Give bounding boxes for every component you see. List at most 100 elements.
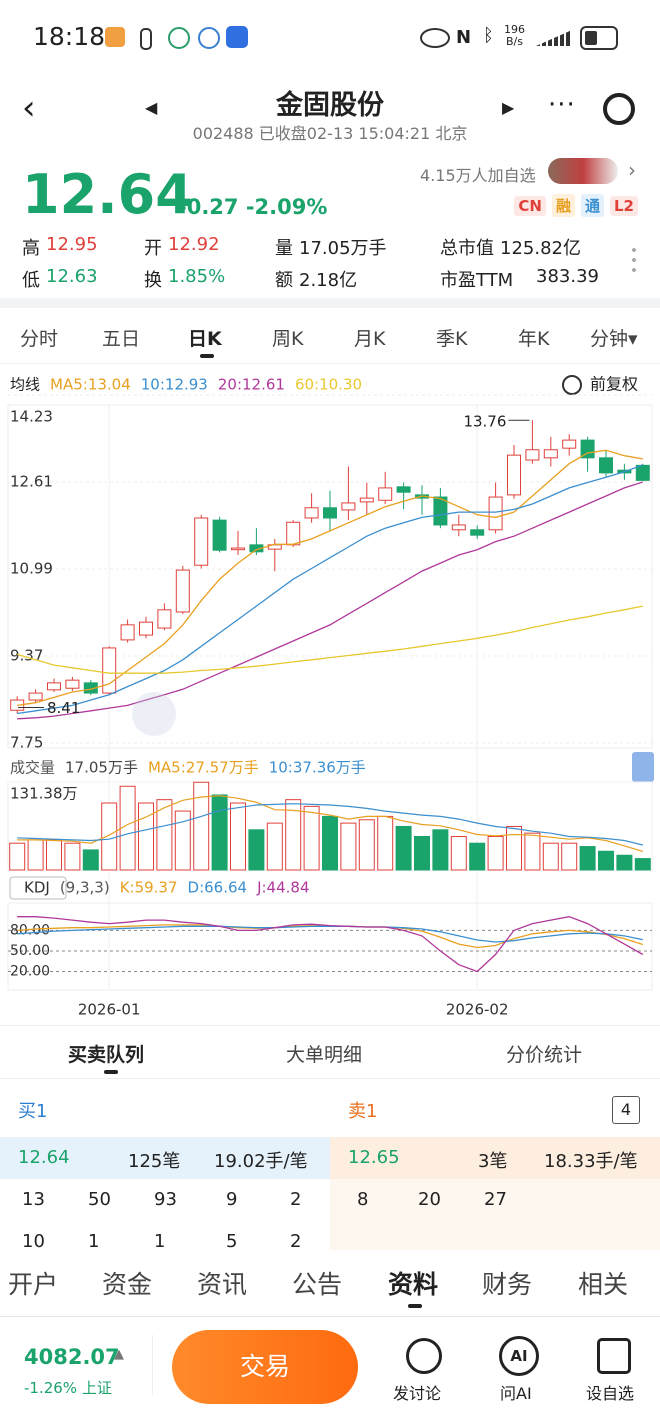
status-icon (140, 28, 152, 50)
badge: 融 (551, 194, 575, 217)
kline-tab[interactable]: 月K (354, 328, 386, 350)
kline-tab[interactable]: 年K (518, 328, 550, 350)
bottom-tab[interactable]: 公告 (292, 1270, 343, 1299)
order-tab[interactable]: 大单明细 (286, 1044, 363, 1066)
stats-more[interactable] (632, 245, 636, 275)
speed-value: 196 (504, 23, 525, 36)
index-name: 上证 (81, 1379, 112, 1397)
watch-icon[interactable] (597, 1338, 631, 1374)
tab-indicator (200, 354, 214, 358)
bottom-tab-bar (0, 1250, 660, 1315)
avatars (548, 158, 618, 184)
footer-action[interactable]: 设自选 (586, 1384, 635, 1403)
kline-tab[interactable]: 分时 (20, 328, 59, 350)
kline-tab[interactable]: 日K (188, 328, 222, 350)
legend-item: 10:12.93 (141, 376, 208, 394)
trade-button[interactable]: 交易 (172, 1330, 358, 1404)
ai-icon[interactable]: AI (499, 1336, 539, 1376)
stat-value: 12.92 (168, 234, 220, 255)
buy-volume: 50 (88, 1189, 111, 1210)
kline-tab[interactable]: 分钟▾ (590, 328, 638, 350)
y-tick-label: 80.00 (10, 922, 50, 938)
followers-arrow[interactable]: › (628, 158, 636, 182)
back-button[interactable]: ‹ (22, 88, 36, 128)
divider (0, 1025, 660, 1026)
candle-body (451, 524, 466, 531)
volume-bar (598, 850, 614, 871)
level-button[interactable]: 4 (612, 1096, 640, 1124)
max-annotation: 13.76 (463, 413, 506, 431)
volume-bar (579, 846, 596, 871)
buy-avg: 19.02手/笔 (214, 1151, 308, 1172)
volume-bar (450, 836, 467, 871)
buy-panel (0, 1137, 330, 1252)
legend-item: K:59.37 (120, 879, 178, 897)
buy-volume: 1 (154, 1231, 166, 1252)
subtitle: 002488 已收盘02-13 15:04:21 北京 (192, 124, 468, 143)
candle-body (28, 692, 43, 701)
sell-volume: 27 (484, 1189, 507, 1210)
next-stock[interactable]: ▶ (502, 98, 515, 117)
stat-label: 换 (144, 270, 162, 291)
volume-bar (414, 836, 430, 871)
y-tick-label: 9.37 (10, 647, 43, 665)
ma-line (17, 464, 644, 715)
legend-item: 10:37.36万手 (269, 759, 366, 777)
legend-item: J:44.84 (256, 879, 309, 897)
bottom-tab[interactable]: 资金 (102, 1270, 153, 1299)
y-tick-label: 14.23 (10, 408, 53, 426)
candle-body (157, 609, 172, 629)
candle-body (47, 682, 61, 691)
volume-bar (101, 802, 118, 871)
volume-bar (27, 839, 44, 871)
bottom-tab[interactable]: 资料 (388, 1270, 439, 1299)
candle-body (194, 517, 209, 566)
sell-volume: 20 (418, 1189, 441, 1210)
expand-button (632, 752, 654, 782)
candle-body (635, 464, 650, 481)
candle-body (525, 449, 540, 461)
more-button[interactable]: ··· (548, 90, 576, 120)
legend-item: 均线 (10, 376, 40, 394)
candle-body (470, 529, 485, 536)
y-tick-label: 10.99 (10, 560, 53, 578)
footer-action[interactable]: 发讨论 (393, 1384, 442, 1403)
status-icon (105, 27, 125, 47)
order-tab[interactable]: 买卖队列 (68, 1044, 145, 1066)
kdj-line (17, 916, 644, 973)
volume-bar (469, 842, 486, 871)
y-tick-label: 131.38万 (10, 785, 78, 803)
kline-tab[interactable]: 季K (436, 328, 468, 350)
bottom-tab[interactable]: 财务 (482, 1270, 533, 1299)
badge: 通 (580, 194, 604, 217)
search-button[interactable] (603, 93, 635, 125)
kline-chart: 均线 MA5:13.04 10:12.93 20:12.61 60:10.30 前复权 14… (7, 375, 654, 1019)
volume-bar (340, 822, 357, 871)
bottom-tab[interactable]: 资讯 (197, 1270, 248, 1299)
prev-stock[interactable]: ◀ (145, 98, 158, 117)
volume-bar (524, 832, 541, 871)
footer-action[interactable]: 问AI (500, 1384, 532, 1403)
sell-label: 卖1 (348, 1101, 378, 1122)
x-tick-label: 2026-02 (446, 1001, 509, 1019)
buy-volume: 1 (88, 1231, 100, 1252)
candle-body (120, 624, 135, 641)
kline-tab[interactable]: 五日 (102, 328, 141, 350)
buy-volume: 5 (226, 1231, 238, 1252)
divider (0, 298, 660, 308)
ma-line (17, 449, 643, 707)
divider (0, 1316, 660, 1317)
x-tick-label: 2026-01 (78, 1001, 141, 1019)
stat-value: 2.18亿 (299, 270, 358, 291)
discuss-icon[interactable] (406, 1338, 442, 1374)
sell-avg: 18.33手/笔 (544, 1151, 638, 1172)
volume-bar (64, 842, 81, 871)
candle-body (286, 521, 301, 546)
bottom-tab[interactable]: 相关 (578, 1270, 629, 1299)
kline-tab[interactable]: 周K (272, 328, 304, 350)
bottom-tab[interactable]: 开户 (8, 1270, 59, 1299)
stat-value: 12.95 (46, 234, 98, 255)
order-tab[interactable]: 分价统计 (506, 1044, 583, 1066)
stat-value: 1.85% (168, 266, 226, 287)
buy-volume: 2 (290, 1231, 302, 1252)
